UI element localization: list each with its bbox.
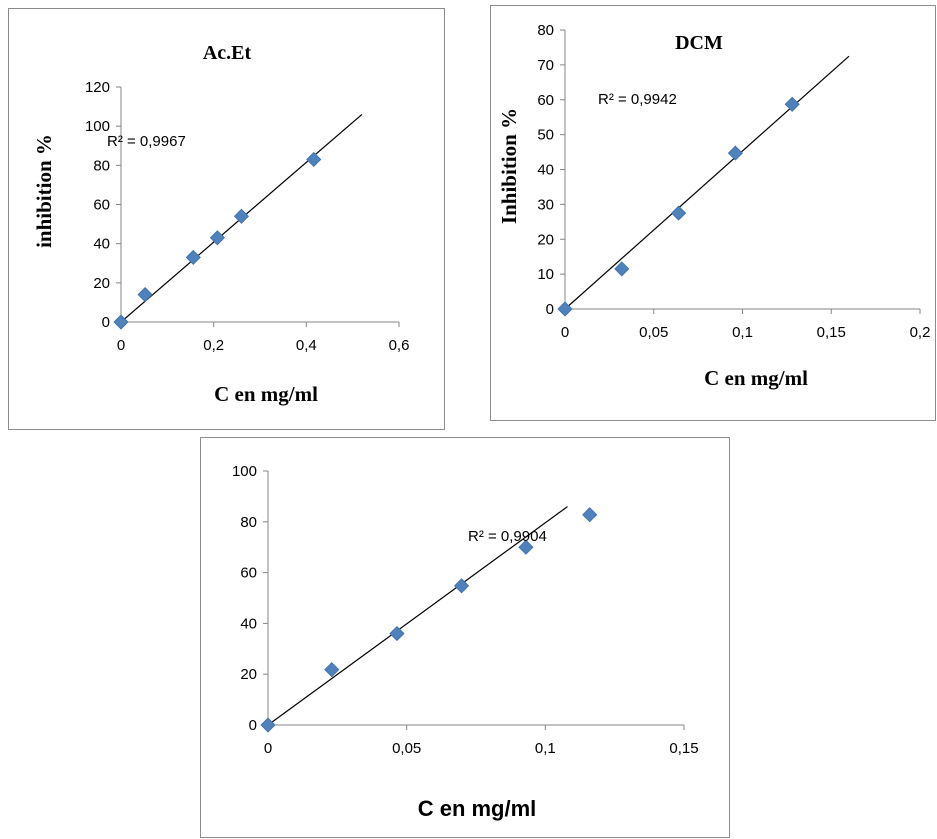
y-axis-label: inhibition % <box>32 134 56 248</box>
data-point <box>324 662 340 678</box>
x-tick-label: 0,2 <box>203 337 224 354</box>
y-tick-label: 10 <box>537 266 554 283</box>
data-point <box>137 287 153 303</box>
x-tick-label: 0,1 <box>535 740 556 757</box>
trendline <box>267 506 568 726</box>
chart-panel-acet: 0 20 40 60 80 100 120 0 0,2 0,4 0,6 Ac.Et C en mg/… <box>8 8 445 430</box>
chart-title: Ac.Et <box>203 42 252 64</box>
r-squared-annotation: R² = 0,9967 <box>107 133 186 150</box>
y-tick-label: 60 <box>537 92 554 109</box>
x-tick-label: 0,15 <box>817 324 846 341</box>
data-point <box>185 249 201 265</box>
y-tick-label: 70 <box>537 57 554 74</box>
data-point <box>557 301 573 317</box>
x-axis-label: C en mg/ml <box>704 366 808 390</box>
chart-title: DCM <box>675 32 723 54</box>
y-tick-label: 40 <box>537 162 554 179</box>
chart-acet: 0 20 40 60 80 100 120 0 0,2 0,4 0,6 Ac.Et C en mg/… <box>32 42 410 406</box>
chart-third: 0 20 40 60 80 100 0 0,05 0,1 0,15 C en mg/ml R² =… <box>232 463 699 821</box>
x-tick-label: 0,05 <box>392 740 421 757</box>
x-axis-label: C en mg/ml <box>214 382 318 406</box>
data-point <box>518 539 534 555</box>
y-tick-label: 20 <box>537 231 554 248</box>
x-tick-label: 0,2 <box>910 324 931 341</box>
y-tick-label: 120 <box>85 79 110 96</box>
data-point <box>306 151 322 168</box>
data-point <box>784 96 800 112</box>
y-tick-label: 0 <box>546 301 554 318</box>
y-tick-label: 50 <box>537 127 554 144</box>
y-tick-label: 40 <box>240 615 257 632</box>
y-tick-label: 0 <box>102 314 110 331</box>
data-point <box>233 208 250 224</box>
y-tick-label: 40 <box>93 236 110 253</box>
data-point <box>727 145 743 161</box>
data-point <box>671 205 687 221</box>
y-tick-label: 60 <box>93 197 110 214</box>
y-tick-label: 80 <box>93 157 110 174</box>
chart-panel-third: 0 20 40 60 80 100 0 0,05 0,1 0,15 C en mg/ml R² =… <box>200 437 730 838</box>
x-tick-label: 0 <box>561 324 569 341</box>
x-tick-label: 0,15 <box>669 740 698 757</box>
y-tick-label: 60 <box>240 565 257 582</box>
data-point <box>260 717 276 733</box>
r-squared-annotation: R² = 0,9904 <box>468 528 547 545</box>
x-tick-label: 0 <box>117 337 125 354</box>
data-point <box>614 261 630 277</box>
y-axis-label: Inhibition % <box>497 108 521 224</box>
data-point <box>209 230 225 246</box>
chart-dcm: 0 10 20 30 40 50 60 70 80 0 0,05 0,1 0,15 0,2 DCM C e… <box>497 22 931 390</box>
y-tick-label: 80 <box>240 514 257 531</box>
x-axis-label: C en mg/ml <box>418 796 537 821</box>
chart-panel-dcm: 0 10 20 30 40 50 60 70 80 0 0,05 0,1 0,15 0,2 DCM C e… <box>490 5 936 421</box>
y-tick-label: 100 <box>232 463 257 480</box>
x-tick-label: 0,1 <box>732 324 753 341</box>
x-tick-label: 0 <box>264 740 272 757</box>
y-tick-label: 80 <box>537 22 554 39</box>
x-tick-label: 0,6 <box>389 337 410 354</box>
y-tick-label: 20 <box>240 666 257 683</box>
trendline <box>564 55 850 310</box>
r-squared-annotation: R² = 0,9942 <box>598 91 677 108</box>
y-tick-label: 30 <box>537 196 554 213</box>
data-point <box>582 507 598 523</box>
y-tick-label: 100 <box>85 118 110 135</box>
data-point <box>389 625 405 642</box>
data-point <box>113 314 129 330</box>
x-tick-label: 0,4 <box>296 337 317 354</box>
x-tick-label: 0,05 <box>639 324 668 341</box>
y-tick-label: 20 <box>93 275 110 292</box>
y-tick-label: 0 <box>249 717 257 734</box>
data-point <box>454 578 470 594</box>
